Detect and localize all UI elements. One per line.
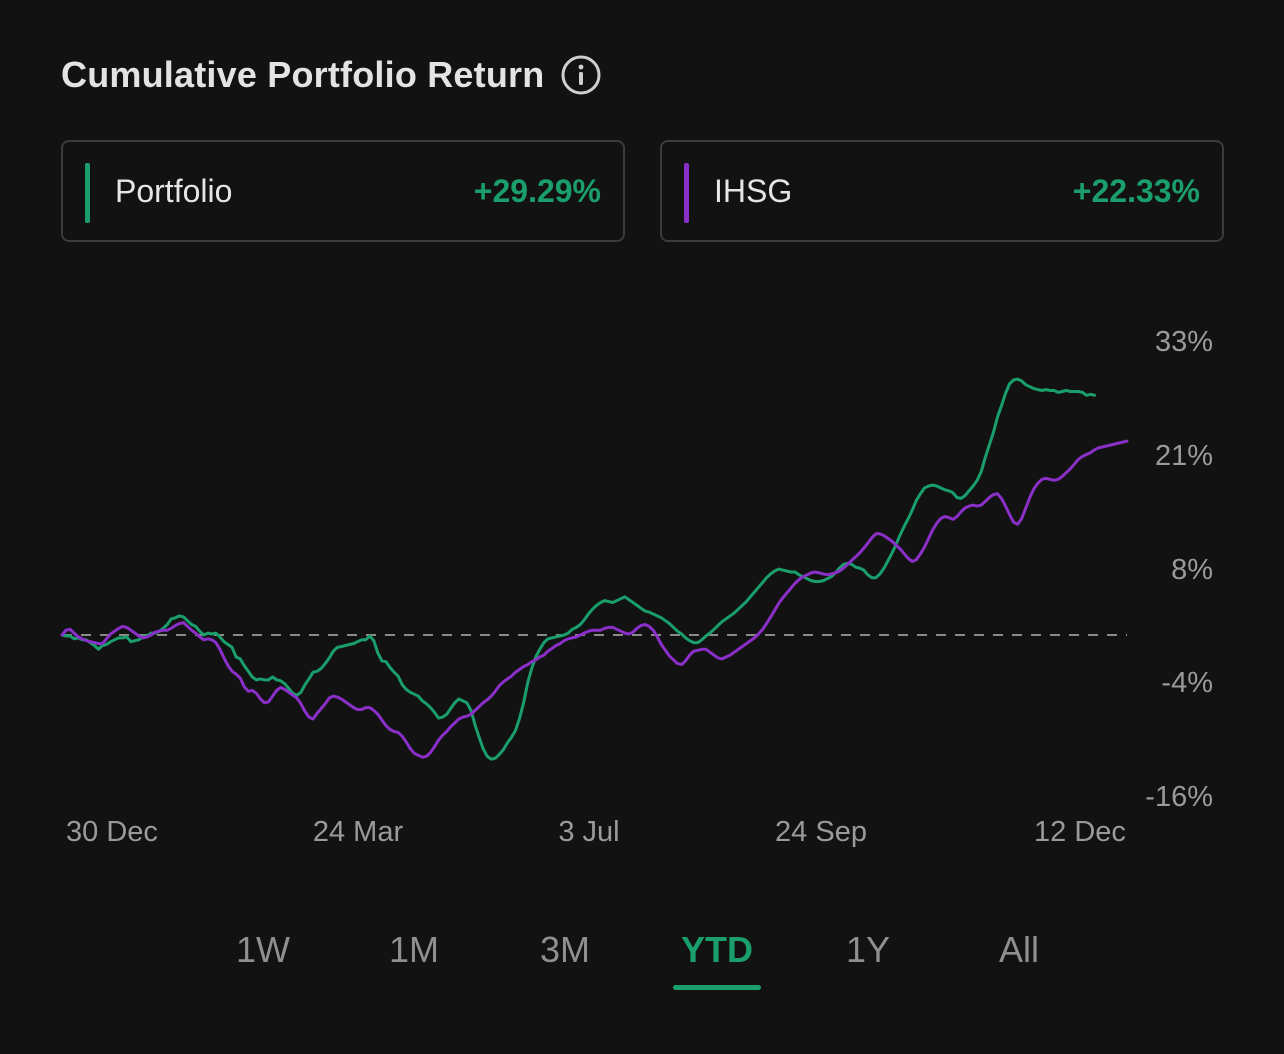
x-tick-label: 24 Sep [775,816,867,848]
legend-name-portfolio: Portfolio [115,173,233,209]
ihsg-color-bar [684,163,689,223]
period-tabs: 1W 1M 3M YTD 1Y All [0,920,1284,1000]
y-tick-label: -4% [1161,667,1213,699]
series-line-portfolio [60,377,1097,761]
legend-cards: Portfolio +29.29% IHSG +22.33% [61,140,1224,246]
tab-ytd[interactable]: YTD [657,920,777,990]
tab-1y[interactable]: 1Y [808,920,928,980]
x-tick-label: 3 Jul [558,816,619,848]
y-tick-label: 21% [1155,440,1213,472]
tab-1w-label: 1W [236,929,290,970]
tab-1w[interactable]: 1W [203,920,323,980]
y-tick-label: 8% [1171,554,1213,586]
tab-1m[interactable]: 1M [354,920,474,980]
tab-3m-label: 3M [539,929,590,970]
tab-1m-label: 1M [388,929,439,970]
legend-card-ihsg[interactable]: IHSG +22.33% [660,140,1224,242]
tab-3m[interactable]: 3M [505,920,625,980]
portfolio-color-bar [85,163,90,223]
active-tab-indicator [673,985,761,990]
info-icon[interactable] [560,54,602,96]
x-tick-label: 30 Dec [66,816,158,848]
legend-value-portfolio: +29.29% [473,173,601,209]
chart-header: Cumulative Portfolio Return [61,50,602,100]
legend-card-portfolio[interactable]: Portfolio +29.29% [61,140,625,242]
x-tick-label: 12 Dec [1034,816,1126,848]
series-line-ihsg [60,439,1129,759]
chart-title: Cumulative Portfolio Return [61,54,545,95]
y-tick-label: 33% [1155,326,1213,358]
tab-1y-label: 1Y [845,929,891,970]
legend-name-ihsg: IHSG [714,173,793,209]
tab-all-label: All [998,929,1039,970]
return-chart[interactable]: 33% 21% 8% -4% -16% 30 Dec 24 Mar 3 Jul 24 Sep 12… [0,0,1284,900]
y-tick-label: -16% [1145,781,1213,813]
tab-ytd-label: YTD [681,929,753,970]
tab-all[interactable]: All [959,920,1079,980]
legend-value-ihsg: +22.33% [1072,173,1200,209]
x-tick-label: 24 Mar [313,816,404,848]
